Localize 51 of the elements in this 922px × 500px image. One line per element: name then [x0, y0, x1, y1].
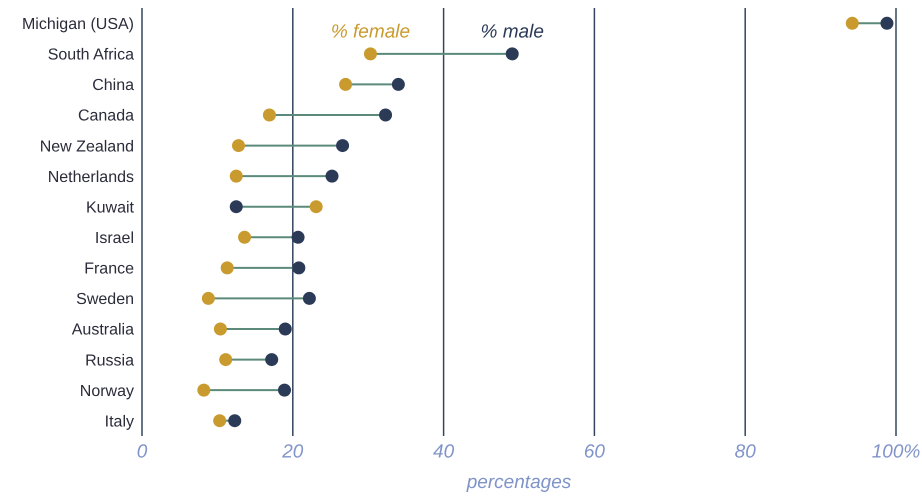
y-tick-label: Canada	[78, 108, 134, 125]
x-tick-label: 100%	[872, 441, 920, 462]
y-tick-label: Michigan (USA)	[22, 16, 134, 33]
y-tick-label: France	[84, 260, 134, 278]
y-tick-label: China	[92, 77, 134, 94]
point	[336, 139, 350, 152]
point	[197, 384, 210, 397]
point	[220, 261, 234, 274]
series-label: % male	[480, 21, 544, 42]
y-tick-label: South Africa	[48, 46, 134, 64]
y-tick-label: Kuwait	[86, 199, 135, 216]
y-tick-label: Norway	[80, 382, 134, 400]
point	[292, 230, 305, 244]
point	[230, 170, 243, 183]
point	[278, 322, 292, 336]
y-tick-label: Australia	[72, 322, 134, 339]
x-tick-label: 60	[584, 441, 606, 462]
point	[292, 261, 306, 274]
point	[219, 353, 232, 366]
point	[339, 78, 352, 91]
point	[880, 16, 894, 30]
point	[213, 414, 226, 428]
point	[379, 108, 392, 122]
point	[265, 353, 278, 366]
point	[310, 200, 323, 214]
x-tick-label: 0	[136, 441, 148, 462]
point	[846, 16, 859, 30]
point	[302, 292, 316, 305]
point	[238, 230, 252, 244]
x-tick-label: 20	[281, 441, 304, 462]
point	[262, 108, 276, 122]
point	[214, 322, 227, 336]
point	[392, 78, 405, 91]
point	[278, 384, 292, 397]
point	[232, 139, 246, 152]
x-axis-title: percentages	[466, 472, 572, 493]
y-tick-label: Israel	[94, 230, 134, 247]
x-tick-label: 80	[734, 441, 756, 462]
point	[230, 200, 243, 214]
point	[202, 292, 215, 305]
y-tick-label: New Zealand	[40, 138, 134, 156]
point	[326, 170, 339, 183]
y-tick-label: Russia	[85, 352, 134, 370]
point	[228, 414, 242, 428]
point	[364, 47, 377, 60]
y-tick-label: Sweden	[76, 291, 134, 308]
series-label: % female	[330, 21, 410, 42]
y-tick-label: Italy	[104, 413, 134, 430]
x-tick-label: 40	[433, 441, 455, 462]
y-tick-label: Netherlands	[48, 168, 134, 186]
point	[506, 47, 519, 60]
